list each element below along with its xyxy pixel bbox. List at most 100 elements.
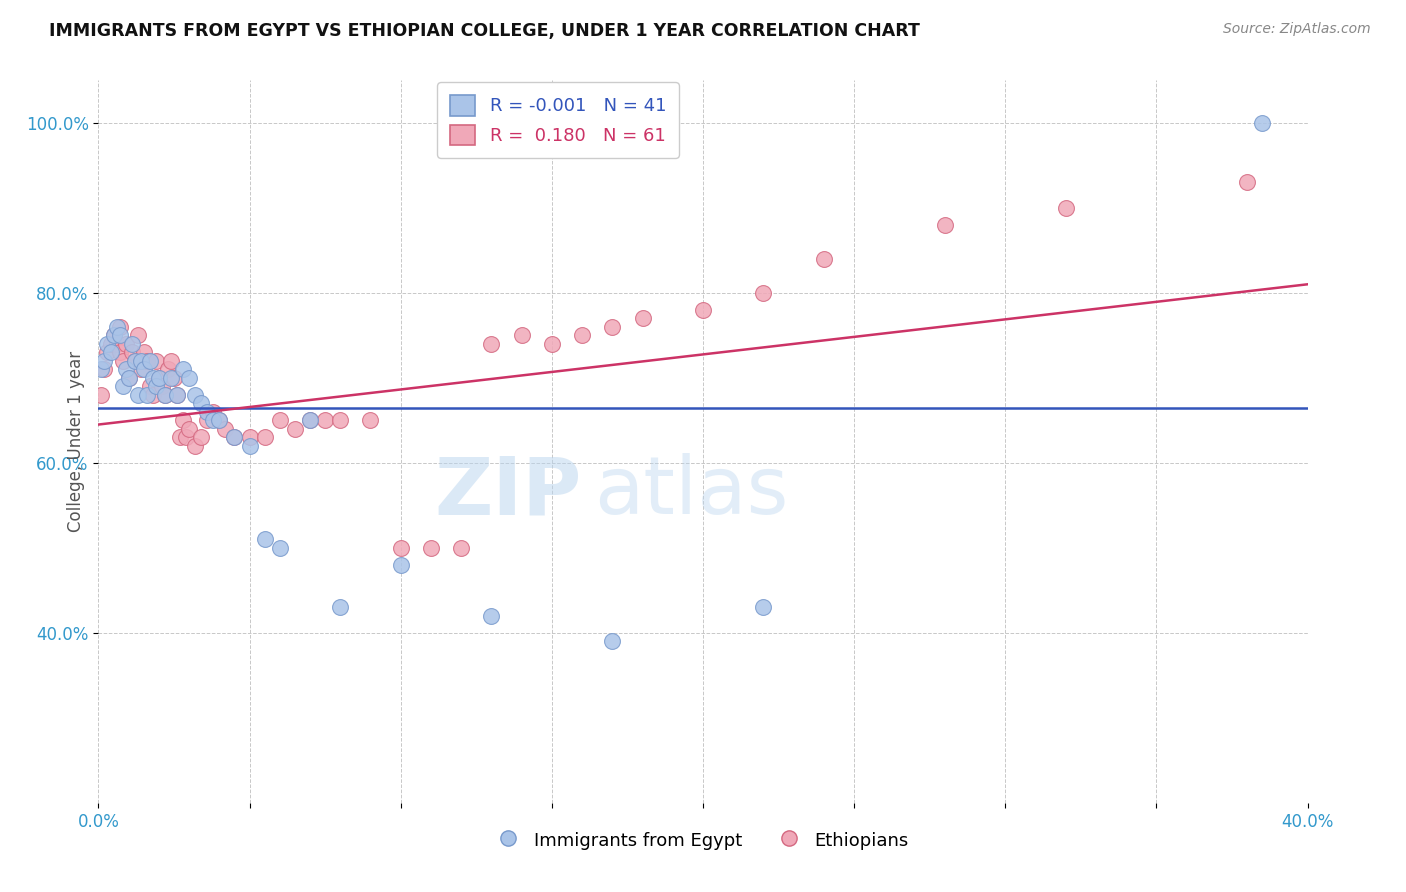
- Point: [166, 388, 188, 402]
- Point: [571, 328, 593, 343]
- Point: [111, 379, 134, 393]
- Point: [139, 379, 162, 393]
- Point: [190, 430, 212, 444]
- Point: [129, 362, 152, 376]
- Point: [132, 345, 155, 359]
- Text: IMMIGRANTS FROM EGYPT VS ETHIOPIAN COLLEGE, UNDER 1 YEAR CORRELATION CHART: IMMIGRANTS FROM EGYPT VS ETHIOPIAN COLLE…: [49, 22, 920, 40]
- Point: [114, 362, 136, 376]
- Point: [108, 345, 131, 359]
- Point: [105, 336, 128, 351]
- Point: [299, 413, 322, 427]
- Y-axis label: College, Under 1 year: College, Under 1 year: [66, 351, 84, 533]
- Point: [118, 371, 141, 385]
- Point: [172, 362, 194, 376]
- Point: [284, 422, 307, 436]
- Point: [299, 413, 322, 427]
- Point: [108, 319, 131, 334]
- Point: [179, 371, 201, 385]
- Point: [179, 422, 201, 436]
- Point: [184, 388, 207, 402]
- Point: [1236, 175, 1258, 189]
- Point: [214, 422, 236, 436]
- Point: [153, 388, 176, 402]
- Point: [100, 336, 122, 351]
- Point: [129, 353, 152, 368]
- Point: [208, 413, 231, 427]
- Point: [1054, 201, 1077, 215]
- Point: [127, 388, 149, 402]
- Point: [105, 319, 128, 334]
- Point: [1251, 116, 1274, 130]
- Point: [124, 353, 146, 368]
- Point: [135, 388, 157, 402]
- Point: [93, 353, 115, 368]
- Point: [269, 541, 291, 555]
- Point: [139, 353, 162, 368]
- Point: [169, 430, 191, 444]
- Point: [90, 362, 112, 376]
- Point: [389, 558, 412, 572]
- Point: [314, 413, 336, 427]
- Point: [148, 371, 170, 385]
- Text: atlas: atlas: [595, 453, 789, 531]
- Point: [692, 302, 714, 317]
- Point: [121, 336, 143, 351]
- Point: [184, 439, 207, 453]
- Point: [208, 413, 231, 427]
- Point: [153, 388, 176, 402]
- Point: [124, 353, 146, 368]
- Point: [195, 413, 218, 427]
- Point: [934, 218, 956, 232]
- Point: [103, 328, 125, 343]
- Point: [631, 311, 654, 326]
- Point: [150, 379, 173, 393]
- Point: [190, 396, 212, 410]
- Point: [121, 345, 143, 359]
- Point: [142, 388, 165, 402]
- Point: [202, 413, 225, 427]
- Text: Source: ZipAtlas.com: Source: ZipAtlas.com: [1223, 22, 1371, 37]
- Point: [100, 345, 122, 359]
- Point: [160, 371, 183, 385]
- Point: [510, 328, 533, 343]
- Point: [135, 353, 157, 368]
- Point: [145, 379, 167, 393]
- Point: [142, 371, 165, 385]
- Point: [224, 430, 246, 444]
- Point: [148, 371, 170, 385]
- Legend: Immigrants from Egypt, Ethiopians: Immigrants from Egypt, Ethiopians: [488, 822, 918, 859]
- Point: [118, 371, 141, 385]
- Point: [195, 405, 218, 419]
- Point: [602, 319, 624, 334]
- Point: [111, 353, 134, 368]
- Point: [96, 336, 118, 351]
- Point: [389, 541, 412, 555]
- Point: [481, 608, 503, 623]
- Point: [239, 439, 262, 453]
- Point: [172, 413, 194, 427]
- Point: [329, 600, 352, 615]
- Point: [174, 430, 197, 444]
- Point: [127, 328, 149, 343]
- Point: [360, 413, 382, 427]
- Point: [481, 336, 503, 351]
- Point: [145, 353, 167, 368]
- Point: [114, 336, 136, 351]
- Point: [160, 353, 183, 368]
- Point: [108, 328, 131, 343]
- Point: [602, 634, 624, 648]
- Point: [202, 405, 225, 419]
- Point: [813, 252, 835, 266]
- Point: [329, 413, 352, 427]
- Point: [103, 328, 125, 343]
- Point: [163, 371, 186, 385]
- Point: [253, 430, 276, 444]
- Point: [540, 336, 562, 351]
- Point: [239, 430, 262, 444]
- Text: ZIP: ZIP: [434, 453, 582, 531]
- Point: [450, 541, 472, 555]
- Point: [93, 362, 115, 376]
- Point: [90, 388, 112, 402]
- Point: [224, 430, 246, 444]
- Point: [253, 533, 276, 547]
